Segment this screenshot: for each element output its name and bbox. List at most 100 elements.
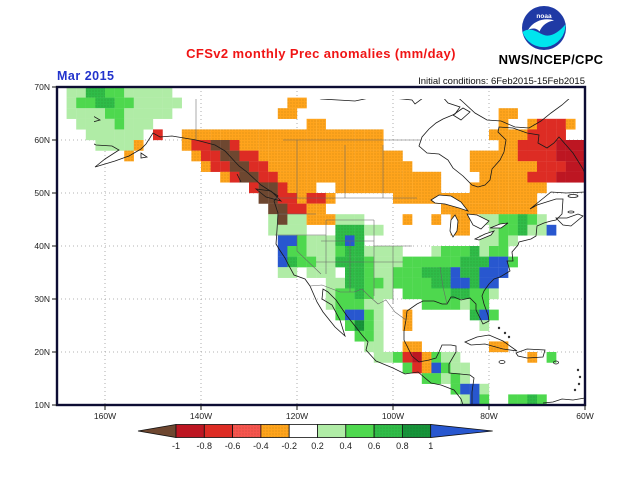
anomaly-cell (229, 171, 240, 183)
coastline-path (319, 99, 586, 188)
anomaly-cell (450, 256, 461, 268)
anomaly-cell (105, 108, 115, 119)
anomaly-cell (441, 246, 451, 257)
anomaly-cell (498, 267, 509, 278)
anomaly-cell-stipple (489, 182, 499, 194)
anomaly-cell (556, 171, 566, 183)
anomaly-cell (489, 246, 499, 257)
anomaly-cell (143, 87, 154, 98)
anomaly-cell-stipple (469, 277, 480, 289)
anomaly-cell (325, 246, 336, 257)
anomaly-cell-stipple (498, 161, 509, 172)
anomaly-cell-stipple (489, 171, 499, 183)
anomaly-cell (364, 288, 374, 300)
anomaly-cell-stipple (431, 171, 442, 183)
anomaly-cell-stipple (297, 129, 307, 141)
anomaly-cell-stipple (297, 193, 307, 204)
anomaly-cell-stipple (412, 193, 422, 204)
colorbar-segment (345, 424, 375, 438)
anomaly-cell-stipple (498, 341, 509, 353)
anomaly-cell-stipple (517, 193, 528, 204)
anomaly-cell-stipple (354, 161, 365, 172)
anomaly-cell-stipple (345, 224, 355, 236)
anomaly-cell-stipple (335, 182, 346, 194)
anomaly-cell (249, 161, 259, 172)
anomaly-cell-stipple (220, 171, 230, 183)
anomaly-cell (431, 299, 442, 310)
anomaly-cell (66, 108, 77, 119)
anomaly-cell-stipple (287, 108, 298, 119)
anomaly-cell-stipple (469, 309, 480, 321)
anomaly-cell (373, 277, 384, 289)
anomaly-cell (393, 267, 403, 278)
anomaly-cell-stipple (287, 97, 298, 109)
anomaly-cell-stipple (402, 161, 413, 172)
anomaly-cell (277, 203, 288, 215)
great-lakes (430, 194, 509, 241)
anomaly-cell (287, 224, 298, 236)
anomaly-cell (498, 224, 509, 236)
anomaly-cell-stipple (191, 150, 202, 162)
coastline-path (273, 200, 464, 406)
anomaly-cell (153, 87, 163, 98)
anomaly-cell (556, 118, 566, 130)
anomaly-cell (316, 246, 326, 257)
anomaly-cell-stipple (412, 182, 422, 194)
anomaly-cell-stipple (354, 150, 365, 162)
anomaly-cell (556, 129, 566, 141)
anomaly-cell-stipple (373, 161, 384, 172)
anomaly-cell-stipple (354, 171, 365, 183)
anomaly-cell (95, 129, 106, 141)
anomaly-cell (479, 288, 490, 300)
anomaly-cell (114, 108, 125, 119)
anomaly-cell (85, 108, 96, 119)
anomaly-cell (489, 256, 499, 268)
island-outline (498, 360, 506, 364)
anomaly-cell-stipple (306, 214, 317, 225)
island-outline (464, 334, 518, 352)
anomaly-cell (412, 277, 422, 289)
anomaly-cell (220, 150, 230, 162)
anomaly-cell (258, 171, 269, 183)
anomaly-cell (565, 171, 576, 183)
anomaly-cell-stipple (450, 203, 461, 215)
anomaly-cell (306, 246, 317, 257)
anomaly-cell-stipple (354, 320, 365, 331)
island-outline (254, 188, 283, 202)
anomaly-cell (373, 309, 384, 321)
anomaly-cell (66, 87, 77, 98)
anomaly-cell (297, 214, 307, 225)
anomaly-cell-stipple (306, 129, 317, 141)
political-borders (195, 99, 448, 321)
anomaly-cell-stipple (498, 203, 509, 215)
anomaly-cell (220, 161, 230, 172)
anomaly-cell (306, 235, 317, 247)
island-outline (74, 173, 76, 175)
anomaly-cell (565, 150, 576, 162)
anomaly-cell-stipple (517, 161, 528, 172)
anomaly-cell-stipple (508, 203, 518, 215)
anomaly-cell (143, 118, 154, 130)
anomaly-cell (76, 87, 86, 98)
anomaly-cell-stipple (277, 161, 288, 172)
island-outline (83, 171, 85, 173)
anomaly-cell (556, 161, 566, 172)
anomaly-cell (421, 373, 432, 384)
anomaly-cell (277, 267, 288, 278)
anomaly-cell (517, 394, 528, 405)
anomaly-cell-stipple (335, 129, 346, 141)
colorbar-segment (175, 424, 205, 438)
anomaly-cell (297, 235, 307, 247)
anomaly-cell (297, 203, 307, 215)
anomaly-cell (258, 193, 269, 204)
anomaly-cell (297, 256, 307, 268)
anomaly-cell-stipple (297, 182, 307, 194)
island-outline (555, 213, 584, 227)
anomaly-cell-stipple (345, 140, 355, 151)
anomaly-cell-stipple (479, 171, 490, 183)
anomaly-cell (546, 224, 557, 236)
anomaly-cell (489, 267, 499, 278)
anomaly-cell (364, 309, 374, 321)
anomaly-cell-stipple (345, 182, 355, 194)
